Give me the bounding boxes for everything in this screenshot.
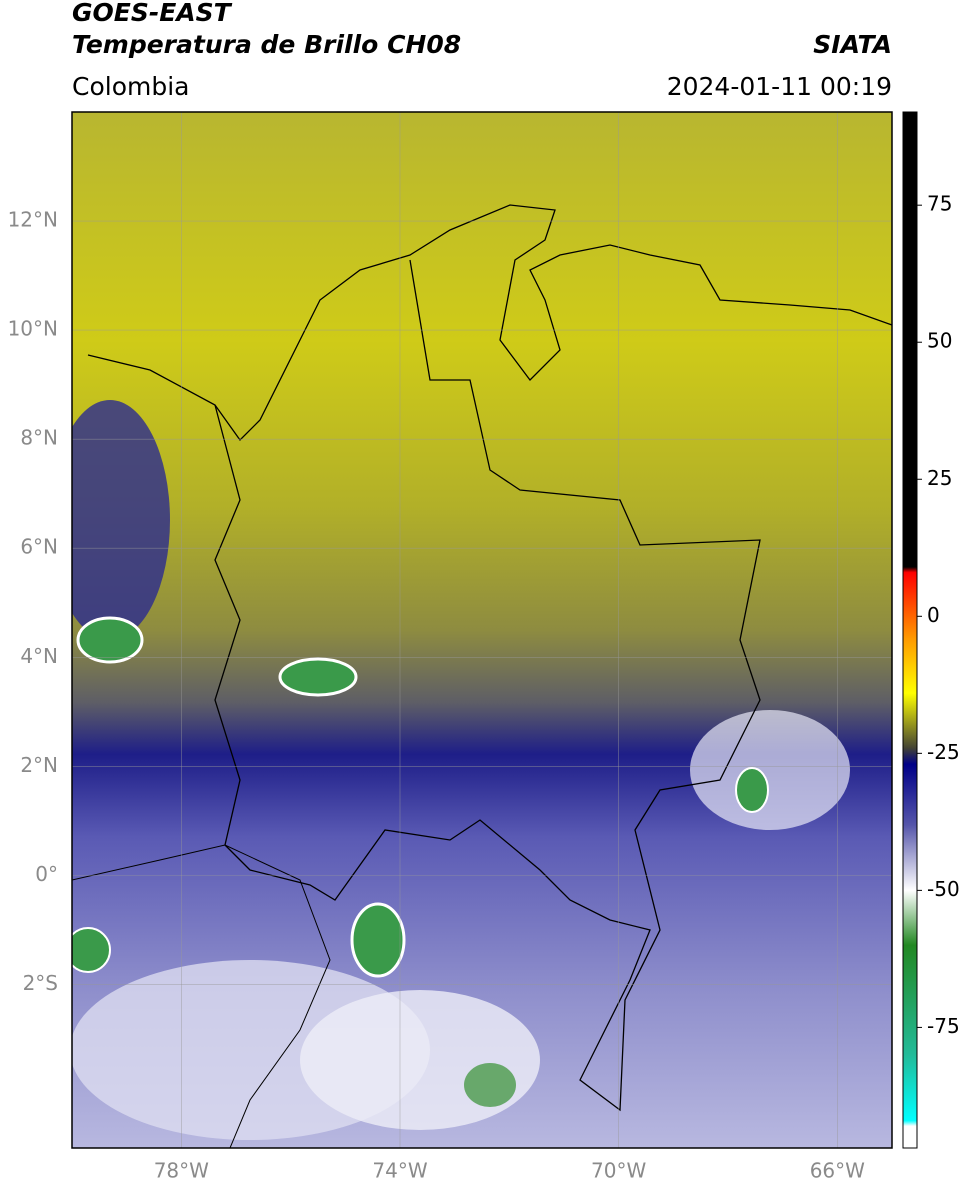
colorbar-tick-label: 0	[927, 603, 940, 627]
region: Colombia	[72, 72, 189, 101]
cloud-core	[278, 657, 358, 697]
colorbar-tick-label: -75	[927, 1014, 960, 1038]
colorbar-tick-label: -50	[927, 877, 960, 901]
source: SIATA	[813, 30, 892, 59]
lon-tick-label: 66°W	[810, 1159, 865, 1183]
colorbar-tick-label: -25	[927, 740, 960, 764]
cloud	[72, 400, 170, 640]
lon-tick-label: 70°W	[591, 1159, 646, 1183]
colorbar-tick-label: 25	[927, 466, 952, 490]
cloud-core	[72, 927, 111, 973]
lat-tick-label: 4°N	[20, 644, 58, 668]
lon-tick-label: 78°W	[154, 1159, 209, 1183]
lat-tick-label: 2°S	[23, 971, 58, 995]
cloud	[300, 990, 540, 1130]
coastline	[87, 204, 892, 442]
lat-tick-label: 10°N	[8, 317, 58, 341]
cloud-core	[464, 1063, 516, 1107]
lon-tick-label: 74°W	[372, 1159, 427, 1183]
lat-tick-label: 12°N	[8, 208, 58, 232]
colorbar	[902, 111, 918, 1149]
lat-tick-label: 8°N	[20, 426, 58, 450]
border	[72, 844, 331, 1148]
lat-tick-label: 2°N	[20, 753, 58, 777]
lat-tick-label: 0°	[35, 862, 58, 886]
subtitle: Temperatura de Brillo CH08	[72, 30, 461, 59]
grid	[72, 112, 892, 1148]
satellite-image	[72, 112, 892, 1148]
cloud-core	[735, 767, 769, 813]
cloud-core	[76, 616, 144, 664]
cloud-core	[350, 902, 406, 978]
border	[214, 259, 761, 1112]
cloud	[690, 710, 850, 830]
colorbar-tick-label: 75	[927, 192, 952, 216]
lat-tick-label: 6°N	[20, 535, 58, 559]
title: GOES-EAST	[72, 0, 233, 27]
datetime: 2024-01-11 00:19	[667, 72, 892, 101]
colorbar-tick-label: 50	[927, 329, 952, 353]
map-frame	[71, 111, 893, 1149]
